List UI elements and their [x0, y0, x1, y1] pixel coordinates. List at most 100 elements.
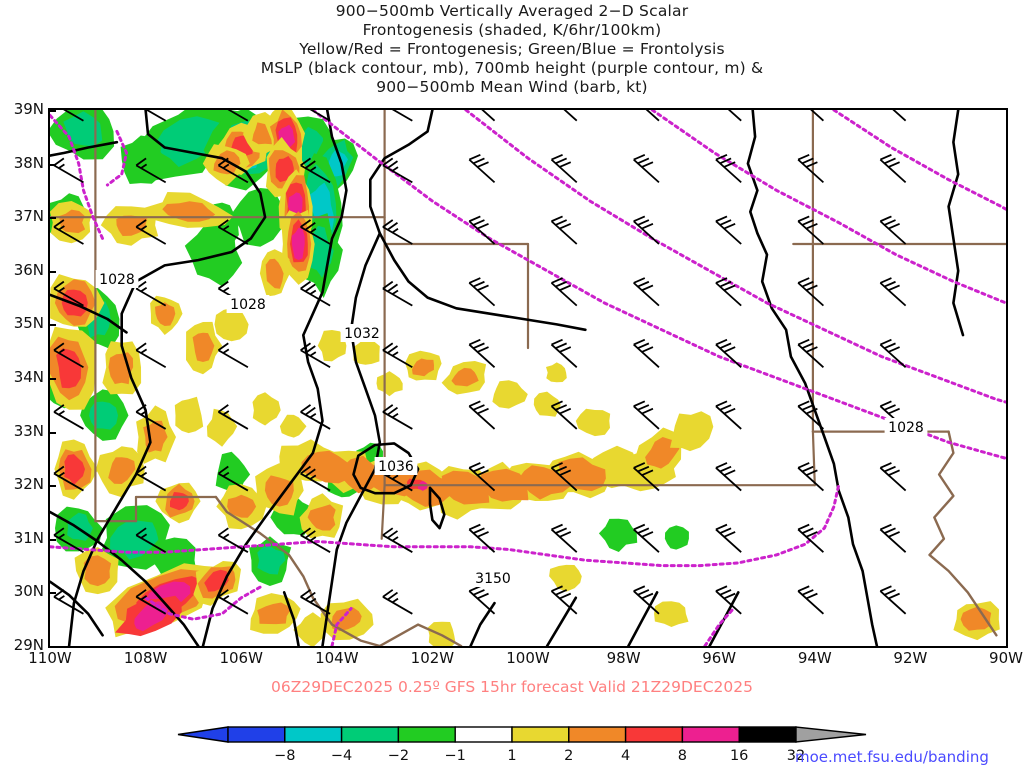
- colorbar: −8 −4 −2 −1 1 2 4 8 16 32: [0, 722, 1024, 768]
- shaded-region: [63, 111, 103, 147]
- lat-tick-label: 39N: [13, 100, 44, 118]
- svg-text:1036: 1036: [378, 459, 414, 475]
- height700-contour-nw-small: [105, 129, 128, 187]
- wind-barb: [468, 277, 496, 307]
- wind-barb: [879, 153, 907, 184]
- title-line-1: 900−500mb Vertically Averaged 2−D Scalar: [335, 2, 689, 20]
- colorbar-tick-label: 8: [677, 748, 687, 764]
- wind-barb: [300, 589, 331, 615]
- colorbar-swatches: [177, 726, 867, 743]
- lat-tick-label: 29N: [13, 636, 44, 654]
- lon-tick-label: 94W: [797, 649, 832, 667]
- shaded-region: [533, 391, 561, 417]
- chart-title-block: 900−500mb Vertically Averaged 2−D Scalar…: [0, 2, 1024, 97]
- mslp-contour-1028a: [67, 110, 267, 646]
- contour-label: 1028: [95, 270, 139, 288]
- wind-barb: [217, 465, 249, 492]
- lon-tick-label: 96W: [702, 649, 737, 667]
- wind-barb: [879, 462, 907, 492]
- lat-tick-label: 34N: [13, 368, 44, 386]
- wind-barb: [300, 342, 331, 369]
- colorbar-tick-label: 1: [507, 748, 517, 764]
- colorbar-swatch: [454, 726, 513, 743]
- wind-barb: [227, 110, 249, 122]
- wind-barb: [797, 338, 825, 368]
- wind-barb: [135, 465, 167, 492]
- colorbar-tick-label: −1: [444, 748, 466, 764]
- height700-contour-west: [50, 113, 105, 241]
- shaded-region: [670, 411, 714, 452]
- wind-barb: [468, 338, 496, 368]
- wind-barb: [382, 342, 413, 369]
- mslp-contour-s1: [282, 591, 300, 646]
- title-line-4: MSLP (black contour, mb), 700mb height (…: [260, 59, 764, 77]
- lat-tick-mark: [48, 592, 56, 595]
- wind-barb: [715, 338, 742, 368]
- contour-label: 1028: [884, 418, 928, 436]
- shaded-region: [134, 601, 169, 632]
- colorbar-swatch: [340, 726, 400, 743]
- wind-barb: [382, 280, 413, 307]
- shaded-region: [64, 454, 85, 486]
- wind-barb: [135, 157, 167, 184]
- height700-contour-sw-closed: [144, 585, 262, 621]
- colorbar-under-arrow: [177, 726, 229, 743]
- wind-barb: [715, 215, 742, 245]
- wind-barb: [633, 215, 660, 245]
- shaded-region: [549, 564, 582, 592]
- wind-barb: [468, 215, 496, 245]
- wind-barb: [797, 585, 825, 615]
- wind-barb: [382, 404, 413, 430]
- mslp-contour-s4: [627, 591, 659, 646]
- shaded-region: [227, 494, 257, 518]
- wind-barb: [145, 110, 167, 122]
- wind-barb: [217, 219, 249, 245]
- border-mississippi-river: [928, 430, 998, 637]
- shaded-region: [353, 337, 380, 365]
- wind-barb: [468, 153, 496, 184]
- shaded-region: [492, 380, 528, 409]
- map-canvas: 1028 1028 1032 1036 1028 3150: [50, 110, 1006, 646]
- contour-label: 1028: [226, 295, 270, 313]
- wind-barb: [468, 462, 496, 492]
- lon-tick-label: 92W: [893, 649, 928, 667]
- wind-barb: [135, 527, 167, 553]
- shaded-region: [451, 367, 479, 387]
- wind-barb: [382, 219, 413, 245]
- lon-tick-label: 90W: [989, 649, 1023, 667]
- svg-text:3150: 3150: [475, 571, 511, 587]
- wind-barb: [217, 527, 249, 553]
- shaded-region: [214, 308, 249, 342]
- shaded-region: [279, 414, 307, 438]
- mslp-contour-1036-inner: [428, 486, 446, 530]
- lat-tick-mark: [48, 378, 56, 380]
- wind-barb: [53, 589, 84, 615]
- wind-barb: [550, 338, 578, 368]
- height700-contour-s1: [330, 607, 353, 646]
- wind-barb: [217, 404, 249, 430]
- colorbar-tick-label: 4: [620, 748, 631, 764]
- map-plot-area[interactable]: 1028 1028 1032 1036 1028 3150: [48, 108, 1008, 648]
- lat-tick-mark: [48, 485, 56, 488]
- colorbar-tick-label: 2: [564, 748, 574, 764]
- wind-barb: [879, 523, 907, 553]
- wind-barb: [217, 589, 249, 615]
- height700-contour-3: [650, 110, 1006, 305]
- lon-tick-label: 104W: [315, 649, 359, 667]
- shaded-region: [317, 330, 347, 362]
- shaded-region: [120, 135, 162, 184]
- title-line-3: Yellow/Red = Frontogenesis; Green/Blue =…: [299, 40, 725, 58]
- shaded-region: [174, 396, 204, 434]
- shaded-region: [291, 227, 305, 260]
- watermark-link[interactable]: moe.met.fsu.edu/banding: [795, 748, 989, 766]
- wind-barb: [135, 404, 167, 430]
- wind-barb: [550, 153, 578, 184]
- colorbar-tick-label: 32: [786, 748, 806, 764]
- colorbar-swatch: [227, 726, 286, 743]
- wind-barb: [550, 585, 578, 615]
- lat-tick-mark: [48, 217, 56, 220]
- wind-barb: [633, 523, 660, 553]
- shaded-region: [307, 504, 336, 531]
- wind-barb: [797, 462, 825, 492]
- wind-barb: [382, 589, 413, 615]
